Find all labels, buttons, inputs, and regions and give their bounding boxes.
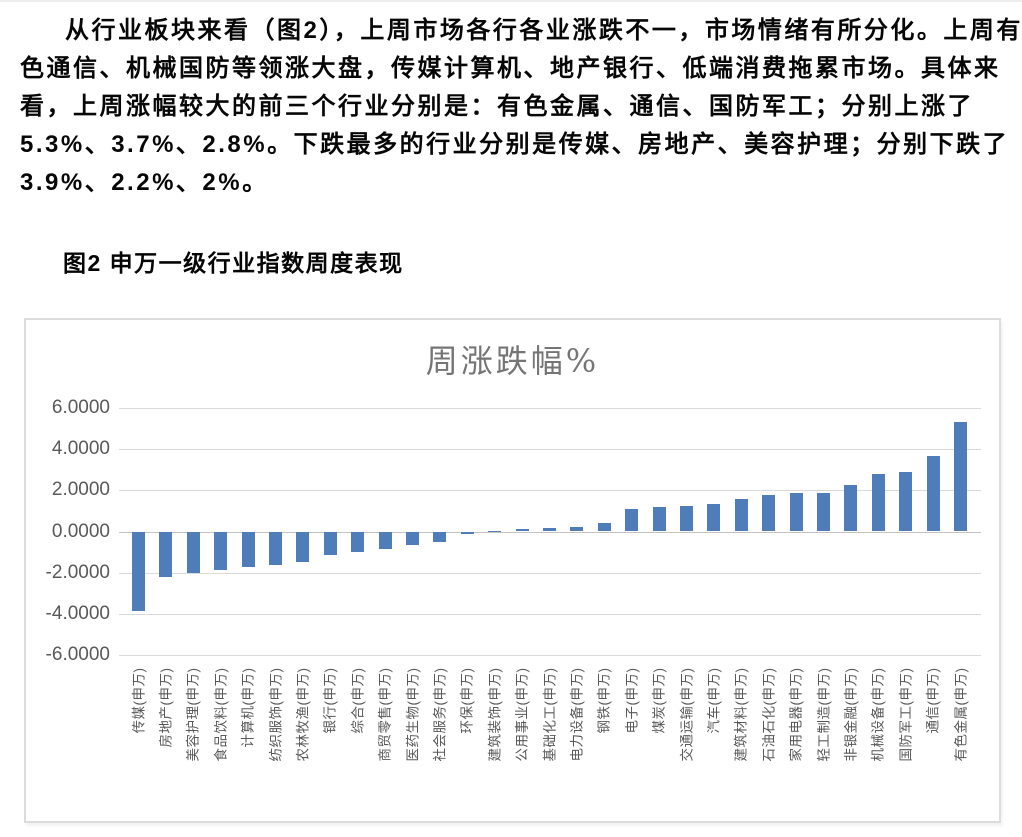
x-axis-category-label: 煤炭(申万) [651,667,667,734]
y-axis-tick-label: -2.0000 [45,561,110,583]
x-axis-category-label: 电力设备(申万) [569,667,585,762]
chart-title: 周涨跌幅% [425,342,600,380]
chart-bar [433,531,447,543]
paragraph-line: 5.3%、3.7%、2.8%。下跌最多的行业分别是传媒、房地产、美容护理；分别下… [20,131,1010,158]
x-axis-category-label: 美容护理(申万) [185,667,201,762]
chart-bar [406,531,419,545]
x-axis-category-label: 建筑装饰(申万) [487,667,503,762]
x-axis-category-label: 综合(申万) [350,667,366,734]
chart-bar [680,506,693,532]
x-axis-category-label: 钢铁(申万) [596,667,612,734]
chart-bar [214,531,228,570]
gridline [119,613,981,615]
page-top-divider [0,0,1022,2]
chart-bar [269,531,282,565]
x-axis-category-label: 石油石化(申万) [761,667,777,762]
chart-bar [570,527,584,532]
chart-bar [707,504,721,532]
chart-bar [652,507,666,532]
x-axis-category-label: 社会服务(申万) [432,667,448,762]
x-axis-category-label: 轻工制造(申万) [816,667,831,762]
chart-bar [241,531,255,567]
chart-bar [954,421,967,532]
y-axis-tick-label: -6.0000 [45,644,110,665]
x-axis-category-label: 汽车(申万) [706,667,722,734]
gridline [119,490,981,492]
x-axis-category-label: 机械设备(申万) [870,667,886,762]
x-axis-category-label: 计算机(申万) [240,667,256,748]
chart-bar [159,531,173,577]
x-axis-category-label: 纺织服饰(申万) [268,667,283,762]
x-axis-category-label: 家用电器(申万) [788,667,804,762]
x-axis-category-label: 公用事业(申万) [514,667,530,762]
chart-bar [543,528,556,532]
chart-bar [515,528,529,532]
y-axis-tick-label: 2.0000 [51,479,110,501]
paragraph-line: 从行业板块来看（图2），上周市场各行各业涨跌不一，市场情绪有所分化。上周有 [65,17,1022,44]
paragraph-line: 色通信、机械国防等领涨大盘，传媒计算机、地产银行、低端消费拖累市场。具体来 [20,55,1001,82]
chart-bar [296,531,310,563]
paragraph-line: 3.9%、2.2%、2%。 [20,169,269,196]
x-axis-category-label: 非银金融(申万) [843,667,859,762]
chart-bar [871,473,885,532]
x-axis-category-label: 医药生物(申万) [405,667,420,762]
chart-bar [625,508,639,532]
x-axis-category-label: 房地产(申万) [158,667,174,748]
x-axis-category-label: 农林牧渔(申万) [295,667,311,762]
y-axis-tick-label: 6.0000 [51,397,110,418]
chart-bar [762,494,776,532]
x-axis-category-label: 食品饮料(申万) [213,667,229,762]
x-axis-category-label: 环保(申万) [459,667,475,734]
chart-bar [789,493,803,532]
gridline [119,655,981,656]
chart-bar [926,456,940,532]
x-axis-category-label: 基础化工(申万) [542,667,557,762]
chart-bar [899,472,913,532]
y-axis-tick-label: 4.0000 [51,438,110,460]
chart-bar [844,484,858,532]
zero-axis-line [119,531,981,533]
x-axis-category-label: 传媒(申万) [131,667,146,734]
chart-bar [132,531,145,612]
x-axis-category-label: 交通运输(申万) [679,667,694,762]
chart-bar [817,493,830,532]
gridline [119,449,981,451]
body-paragraph: 从行业板块来看（图2），上周市场各行各业涨跌不一，市场情绪有所分化。上周有 色通… [20,12,1022,202]
figure-caption: 图2 申万一级行业指数周度表现 [63,250,404,276]
x-axis-category-label: 商贸零售(申万) [377,667,393,762]
gridline [119,408,981,409]
x-axis-category-label: 电子(申万) [624,667,640,734]
paragraph-line: 看，上周涨幅较大的前三个行业分别是：有色金属、通信、国防军工；分别上涨了 [20,93,974,120]
chart-bar [734,499,748,532]
plot-area [119,408,981,656]
chart-bar [351,531,365,552]
weekly-change-chart: 周涨跌幅% 6.0000 4.0000 2.0000 0.0000 -2.0000 -4.… [24,318,1001,823]
gridline [119,572,981,574]
x-axis-category-label: 建筑材料(申万) [733,667,749,762]
chart-bar [460,531,474,534]
x-axis-category-label: 有色金属(申万) [953,667,968,762]
x-axis-category-label: 国防军工(申万) [898,667,914,762]
chart-bar [488,531,502,532]
chart-bar [378,531,392,550]
chart-bar [323,531,337,555]
chart-bar [597,522,611,532]
chart-bar [186,531,200,574]
y-axis-tick-label: -4.0000 [45,602,110,624]
x-axis-category-label: 银行(申万) [322,667,338,734]
y-axis-tick-label: 0.0000 [51,520,110,542]
x-axis-category-label: 通信(申万) [925,667,941,734]
